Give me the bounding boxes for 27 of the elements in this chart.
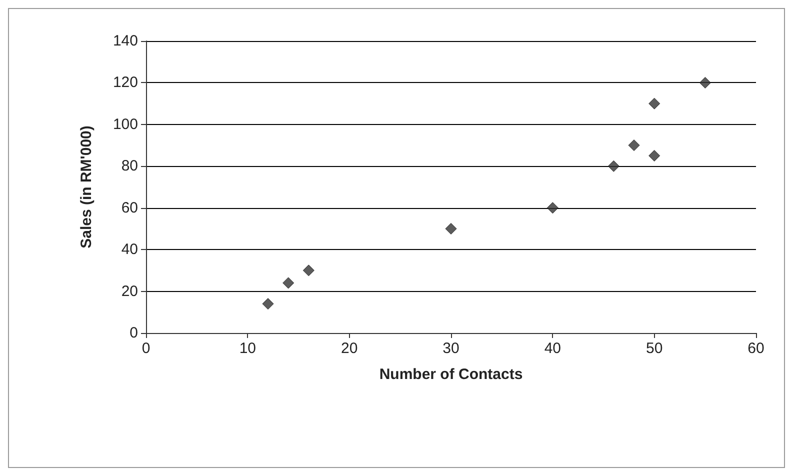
point [648, 98, 660, 110]
x-tick-label: 0 [142, 340, 150, 357]
point [699, 76, 711, 88]
point [282, 277, 294, 289]
y-tick-label: 40 [121, 241, 138, 258]
point [628, 140, 640, 152]
point [648, 150, 660, 162]
point [445, 222, 457, 234]
y-tick-label: 120 [112, 74, 138, 92]
y-tick-label: 100 [112, 116, 138, 133]
x-tick-label: 20 [340, 340, 358, 357]
y-tick-label: 20 [121, 282, 138, 300]
point [608, 160, 620, 172]
y-tick-label: 80 [121, 158, 138, 175]
y-axis-title: Sales (in RM'000) [78, 126, 95, 248]
point [546, 202, 558, 214]
y-tick-label: 60 [121, 199, 138, 216]
y-tick-label: 0 [130, 324, 138, 342]
y-tick-label: 140 [112, 32, 138, 50]
x-tick-label: 40 [544, 340, 562, 357]
x-axis-title: Number of Contacts [379, 366, 523, 383]
point [302, 264, 314, 276]
x-tick-label: 50 [646, 340, 663, 357]
x-tick-label: 60 [748, 340, 764, 357]
x-tick-label: 30 [442, 340, 460, 357]
point [262, 298, 274, 310]
x-tick-label: 10 [239, 340, 256, 357]
